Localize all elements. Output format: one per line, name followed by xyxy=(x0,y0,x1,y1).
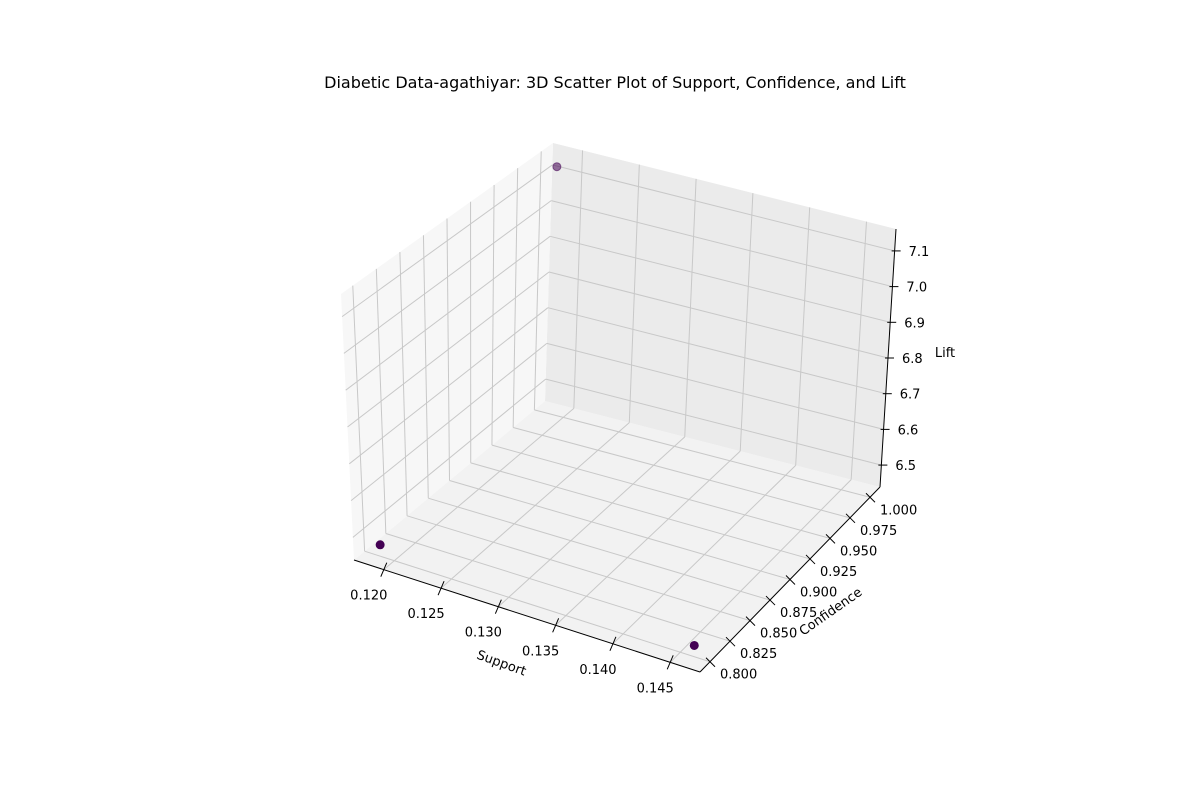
grid-line-z xyxy=(552,164,895,252)
y-tick-label: 0.925 xyxy=(820,565,857,580)
x-tick-mark xyxy=(380,562,388,577)
z-tick-label: 6.5 xyxy=(895,459,916,474)
x-tick-label: 0.125 xyxy=(407,607,444,622)
grid-line-z xyxy=(548,271,889,359)
chart-title: Diabetic Data-agathiyar: 3D Scatter Plot… xyxy=(324,73,906,92)
x-tick-label: 0.130 xyxy=(465,626,502,641)
y-tick-mark xyxy=(725,636,736,647)
x-tick-mark xyxy=(494,599,502,614)
y-tick-mark xyxy=(765,595,776,606)
x-tick-mark xyxy=(437,580,445,596)
grid-lines xyxy=(341,150,895,663)
side-pane xyxy=(341,143,553,560)
grid-line-y xyxy=(364,550,711,663)
x-axis-label: Support xyxy=(474,648,527,680)
grid-line-z xyxy=(347,271,550,428)
grid-line-z xyxy=(352,378,546,538)
y-tick-mark xyxy=(705,657,716,668)
z-tick-label: 6.9 xyxy=(904,316,925,331)
floor-pane xyxy=(354,401,880,672)
z-tick-label: 6.6 xyxy=(898,423,919,438)
grid-line-z xyxy=(549,235,891,323)
grid-line-y xyxy=(428,497,771,601)
scatter-point xyxy=(689,640,699,650)
x-tick-mark xyxy=(666,655,674,670)
x-tick-label: 0.140 xyxy=(579,663,616,678)
y-tick-mark xyxy=(825,534,836,544)
grid-line-z xyxy=(341,164,553,318)
y-tick-mark xyxy=(785,575,796,585)
grid-line-z xyxy=(350,342,548,501)
x-tick-mark xyxy=(609,636,617,652)
y-tick-mark xyxy=(865,492,876,503)
grid-line-y xyxy=(513,427,851,519)
grid-line-y xyxy=(491,444,831,539)
grid-line-y xyxy=(534,409,871,498)
tick-marks: 0.120 0.125 0.130 0.135 0.140 0.145 0.800 0.825… xyxy=(350,245,929,696)
grid-line-z xyxy=(545,378,882,466)
grid-line-y xyxy=(385,533,731,642)
x-tick-label: 0.135 xyxy=(522,644,559,659)
scatter-point xyxy=(552,162,562,172)
y-tick-label: 0.825 xyxy=(740,647,777,662)
y-tick-label: 0.950 xyxy=(840,544,877,559)
y-tick-mark xyxy=(745,616,756,626)
y-tick-label: 0.875 xyxy=(780,606,817,621)
z-tick-label: 7.0 xyxy=(906,281,927,296)
grid-line-y xyxy=(406,515,751,622)
y-tick-mark xyxy=(845,513,856,524)
y-tick-label: 0.900 xyxy=(800,586,837,601)
x-axis-line xyxy=(353,559,701,673)
grid-line-z xyxy=(547,307,886,395)
scatter-point xyxy=(375,540,385,550)
grid-line-y xyxy=(470,462,811,560)
data-points xyxy=(375,162,699,650)
x-tick-label: 0.145 xyxy=(637,681,674,696)
z-tick-label: 7.1 xyxy=(909,245,930,260)
grid-line-y xyxy=(449,480,791,580)
grid-line-z xyxy=(348,307,549,465)
y-tick-label: 1.000 xyxy=(880,503,917,518)
x-tick-mark xyxy=(552,618,560,633)
y-tick-mark xyxy=(805,554,816,565)
x-tick-label: 0.120 xyxy=(350,589,387,604)
grid-line-z xyxy=(343,200,552,354)
grid-line-z xyxy=(345,235,551,391)
y-tick-label: 0.800 xyxy=(720,668,757,683)
grid-line-z xyxy=(546,342,884,430)
y-tick-label: 0.850 xyxy=(760,627,797,642)
z-axis-label: Lift xyxy=(935,346,955,361)
y-tick-label: 0.975 xyxy=(860,524,897,539)
z-tick-label: 6.7 xyxy=(900,388,921,403)
z-tick-label: 6.8 xyxy=(902,352,923,367)
grid-line-z xyxy=(551,200,893,288)
